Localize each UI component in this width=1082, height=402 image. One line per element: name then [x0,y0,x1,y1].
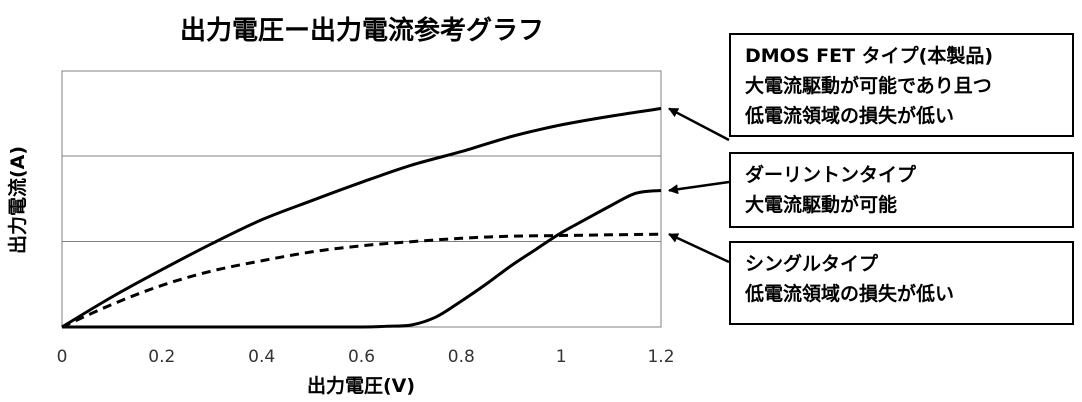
annotation-arrow [668,107,730,142]
x-tick-label: 1.2 [647,347,674,367]
series-layer [61,107,662,329]
x-tick-label: 1 [556,347,567,367]
annotation-arrows [668,107,730,264]
annotation-arrow [668,233,730,264]
annotation-line: 大電流駆動が可能 [745,194,898,216]
annotation-line: ダーリントンタイプ [745,164,917,186]
annotation-arrow [668,180,730,195]
x-tick-label: 0.6 [348,347,375,367]
series-line-2 [62,189,662,329]
annotation-line: DMOS FET タイプ(本製品) [745,45,994,67]
annotation-dmos-fet: DMOS FET タイプ(本製品) 大電流駆動が可能であり且つ 低電流領域の損失… [729,33,1074,137]
annotation-line: 大電流駆動が可能であり且つ [745,75,992,97]
annotation-darlington: ダーリントンタイプ 大電流駆動が可能 [729,152,1074,228]
x-tick-label: 0 [57,347,68,367]
annotation-line: 低電流領域の損失が低い [745,283,955,305]
chart-title: 出力電圧ー出力電流参考グラフ [180,15,544,46]
x-tick-labels: 0 0.2 0.4 0.6 0.8 1 1.2 [57,347,675,367]
series-line-1 [61,107,662,329]
x-axis-label: 出力電圧(V) [307,374,415,397]
annotation-line: シングルタイプ [745,253,879,275]
x-tick-label: 0.2 [148,347,175,367]
y-axis-label: 出力電流(A) [6,146,29,254]
annotation-line: 低電流領域の損失が低い [745,105,955,127]
series-line-3 [61,232,662,329]
x-tick-label: 0.8 [448,347,475,367]
gridlines [62,155,661,242]
x-tick-label: 0.4 [248,347,275,367]
annotation-single: シングルタイプ 低電流領域の損失が低い [729,241,1074,325]
